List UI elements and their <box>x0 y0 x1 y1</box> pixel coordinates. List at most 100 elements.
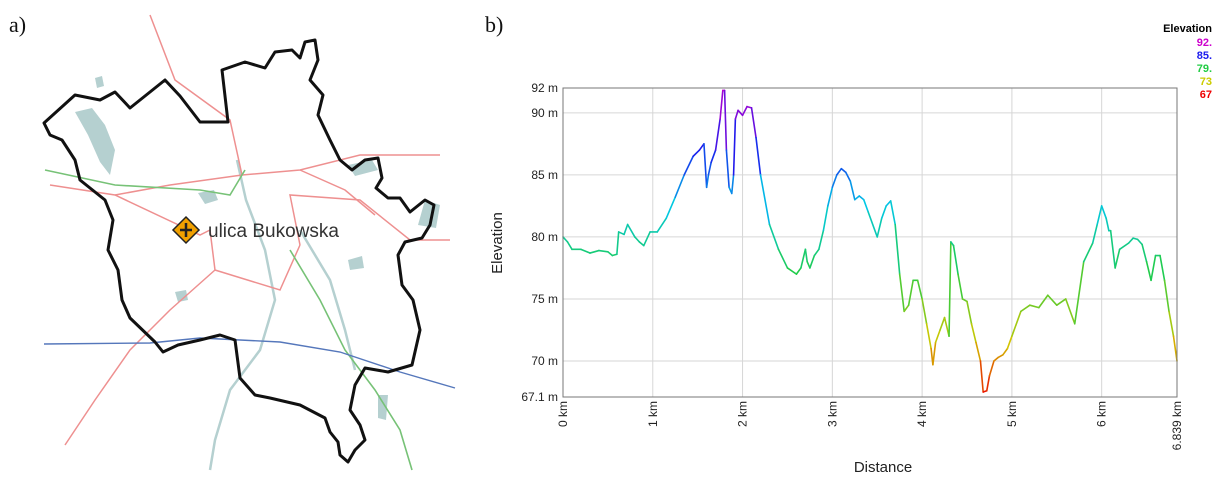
elevation-line-segment <box>644 232 650 246</box>
elevation-line-segment <box>1084 243 1093 262</box>
elevation-line-segment <box>949 242 951 336</box>
y-tick-label: 75 m <box>531 292 558 306</box>
elevation-line-segment <box>684 156 693 175</box>
y-tick-label: 90 m <box>531 106 558 120</box>
elevation-line-segment <box>1151 256 1155 281</box>
elevation-line-segment <box>904 305 908 311</box>
elevation-line-segment <box>1165 280 1169 311</box>
elevation-line-segment <box>900 274 904 311</box>
elevation-line-segment <box>918 280 922 299</box>
elevation-line-segment <box>859 196 863 200</box>
elevation-line-segment <box>895 225 899 275</box>
elevation-line-segment <box>1115 249 1119 268</box>
elevation-line-segment <box>624 225 628 235</box>
elevation-line-segment <box>704 144 707 187</box>
elevation-line-segment <box>1057 299 1066 305</box>
elevation-line-segment <box>756 138 760 175</box>
elevation-line-segment <box>716 119 720 150</box>
elevation-line-segment <box>828 187 832 206</box>
elevation-line-segment <box>936 330 940 342</box>
elevation-line-segment <box>720 90 723 119</box>
elevation-line-segment <box>958 274 962 299</box>
elevation-line-segment <box>639 242 643 246</box>
elevation-line-segment <box>810 256 814 268</box>
elevation-line-segment <box>1048 295 1057 305</box>
elevation-line-segment <box>971 324 975 343</box>
elevation-line-segment <box>734 119 736 175</box>
x-tick-label: 0 km <box>556 401 570 427</box>
elevation-line-segment <box>980 361 983 392</box>
elevation-line-segment <box>707 175 709 187</box>
elevation-line-segment <box>832 175 836 187</box>
elevation-line-segment <box>599 251 608 252</box>
elevation-line-segment <box>675 175 684 197</box>
elevation-line-segment <box>886 201 890 206</box>
elevation-line-segment <box>976 342 980 361</box>
elevation-line-segment <box>735 110 738 119</box>
y-axis-title: Elevation <box>489 212 506 274</box>
y-tick-label: 92 m <box>531 81 558 95</box>
elevation-line-segment <box>726 150 729 187</box>
elevation-line-segment <box>864 200 868 212</box>
elevation-line-segment <box>1173 336 1177 361</box>
elevation-line-segment <box>1142 244 1146 261</box>
x-tick-labels: 0 km 1 km 2 km 3 km 4 km 5 km 6 km 6.839 km <box>556 401 1184 450</box>
elevation-series <box>563 90 1177 392</box>
elevation-line-segment <box>1003 349 1007 355</box>
elevation-line-segment <box>787 268 796 274</box>
x-tick-label: 5 km <box>1005 401 1019 427</box>
x-tick-label: 4 km <box>915 401 929 427</box>
elevation-line-segment <box>1129 238 1133 243</box>
elevation-line-segment <box>1030 305 1039 307</box>
elevation-line-segment <box>581 249 590 253</box>
elevation-line-segment <box>1097 206 1101 225</box>
elevation-line-segment <box>891 201 895 225</box>
x-axis-title: Distance <box>854 459 912 476</box>
grid-lines <box>563 88 1177 397</box>
elevation-line-segment <box>909 280 913 305</box>
x-tick-label: 2 km <box>736 401 750 427</box>
elevation-line-segment <box>1169 311 1173 336</box>
elevation-line-segment <box>1102 206 1106 218</box>
elevation-line-segment <box>693 150 699 156</box>
elevation-line-segment <box>837 169 841 175</box>
elevation-line-segment <box>666 197 675 218</box>
elevation-line-segment <box>1111 231 1115 268</box>
legend-entry: 79. <box>1197 63 1212 75</box>
elevation-line-segment <box>994 357 998 361</box>
elevation-line-segment <box>1021 305 1030 311</box>
elevation-line-segment <box>819 231 823 250</box>
elevation-line-segment <box>796 268 800 274</box>
elevation-line-segment <box>868 212 877 237</box>
elevation-line-segment <box>801 249 805 268</box>
elevation-line-segment <box>657 218 666 232</box>
elevation-line-segment <box>628 225 635 237</box>
elevation-line-segment <box>846 172 850 181</box>
elevation-line-segment <box>927 324 931 349</box>
elevation-line-segment <box>711 150 715 162</box>
elevation-line-segment <box>725 90 727 150</box>
x-tick-label: 6.839 km <box>1170 401 1184 450</box>
y-tick-label: 80 m <box>531 230 558 244</box>
legend-entry: 73 <box>1200 76 1212 88</box>
elevation-line-segment <box>1147 262 1151 281</box>
elevation-line-segment <box>1120 243 1129 249</box>
elevation-line-segment <box>617 232 619 254</box>
elevation-line-segment <box>850 181 854 200</box>
y-tick-label: 70 m <box>531 354 558 368</box>
y-tick-label: 85 m <box>531 168 558 182</box>
elevation-line-segment <box>1160 256 1164 281</box>
x-tick-label: 3 km <box>825 401 839 427</box>
y-tick-label: 67.1 m <box>521 390 558 404</box>
elevation-line-segment <box>1066 299 1075 324</box>
elevation-line-segment <box>708 162 711 174</box>
elevation-line-segment <box>954 246 958 275</box>
elevation-line-segment <box>841 169 845 173</box>
elevation-line-segment <box>989 361 993 376</box>
plot-frame <box>563 88 1177 397</box>
elevation-line-segment <box>1012 311 1021 336</box>
elevation-line-segment <box>967 301 971 323</box>
legend-entry: 67 <box>1200 89 1212 101</box>
